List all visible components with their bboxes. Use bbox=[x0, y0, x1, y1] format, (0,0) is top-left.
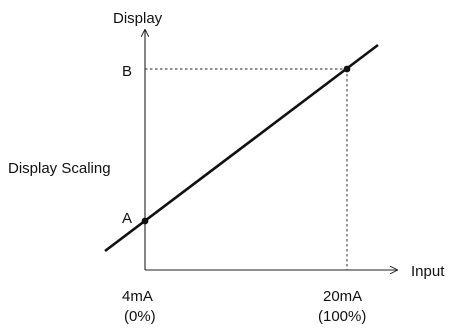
x-low-percent-label: (0%) bbox=[124, 308, 156, 325]
display-scaling-label: Display Scaling bbox=[8, 160, 111, 177]
point-b-marker bbox=[343, 65, 351, 73]
x-high-percent-label: (100%) bbox=[318, 308, 366, 325]
point-b-label: B bbox=[122, 63, 132, 80]
x-high-current-label: 20mA bbox=[323, 288, 362, 305]
scaling-line bbox=[104, 43, 379, 253]
point-a-label: A bbox=[122, 210, 132, 227]
x-axis-label: Input bbox=[411, 263, 445, 280]
y-axis-label: Display bbox=[113, 10, 163, 27]
point-a-marker bbox=[141, 217, 149, 225]
x-low-current-label: 4mA bbox=[122, 288, 153, 305]
